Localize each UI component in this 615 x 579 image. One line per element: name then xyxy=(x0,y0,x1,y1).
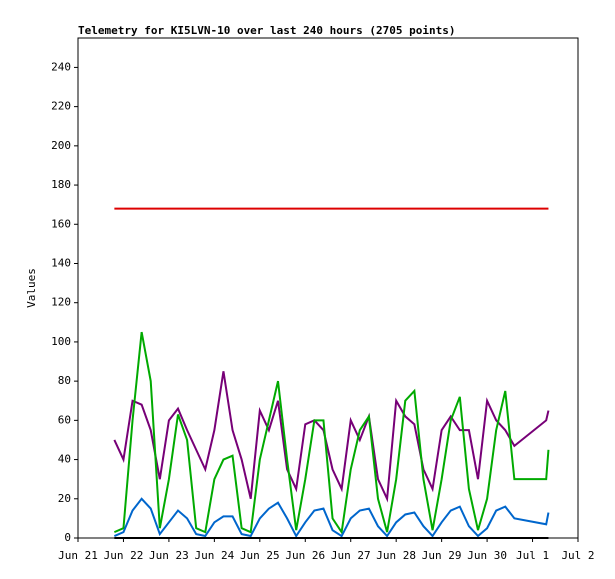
x-tick-label: Jun 30 xyxy=(467,549,507,562)
y-tick-label: 40 xyxy=(58,453,71,466)
y-tick-label: 80 xyxy=(58,374,71,387)
series-line xyxy=(113,497,550,539)
series-line xyxy=(113,371,550,503)
series-line xyxy=(113,331,550,535)
y-tick-label: 20 xyxy=(58,492,71,505)
y-tick-label: 220 xyxy=(51,100,71,113)
x-tick-label: Jun 21 xyxy=(58,549,98,562)
x-tick-label: Jun 26 xyxy=(285,549,325,562)
y-tick-label: 160 xyxy=(51,217,71,230)
x-tick-label: Jun 25 xyxy=(240,549,280,562)
y-tick-label: 140 xyxy=(51,256,71,269)
y-tick-label: 100 xyxy=(51,335,71,348)
x-tick-label: Jul 1 xyxy=(516,549,549,562)
y-tick-label: 240 xyxy=(51,60,71,73)
y-axis-label: Values xyxy=(25,268,38,308)
y-tick-label: 120 xyxy=(51,296,71,309)
x-tick-label: Jun 23 xyxy=(149,549,189,562)
x-tick-label: Jun 28 xyxy=(376,549,416,562)
x-tick-label: Jun 24 xyxy=(194,549,234,562)
x-tick-label: Jul 2 xyxy=(561,549,594,562)
y-tick-label: 180 xyxy=(51,178,71,191)
chart-title: Telemetry for KI5LVN-10 over last 240 ho… xyxy=(78,24,456,37)
x-tick-label: Jun 27 xyxy=(331,549,371,562)
x-tick-label: Jun 22 xyxy=(104,549,144,562)
x-tick-label: Jun 29 xyxy=(422,549,462,562)
y-tick-label: 0 xyxy=(64,531,71,544)
y-tick-label: 200 xyxy=(51,139,71,152)
y-tick-label: 60 xyxy=(58,413,71,426)
